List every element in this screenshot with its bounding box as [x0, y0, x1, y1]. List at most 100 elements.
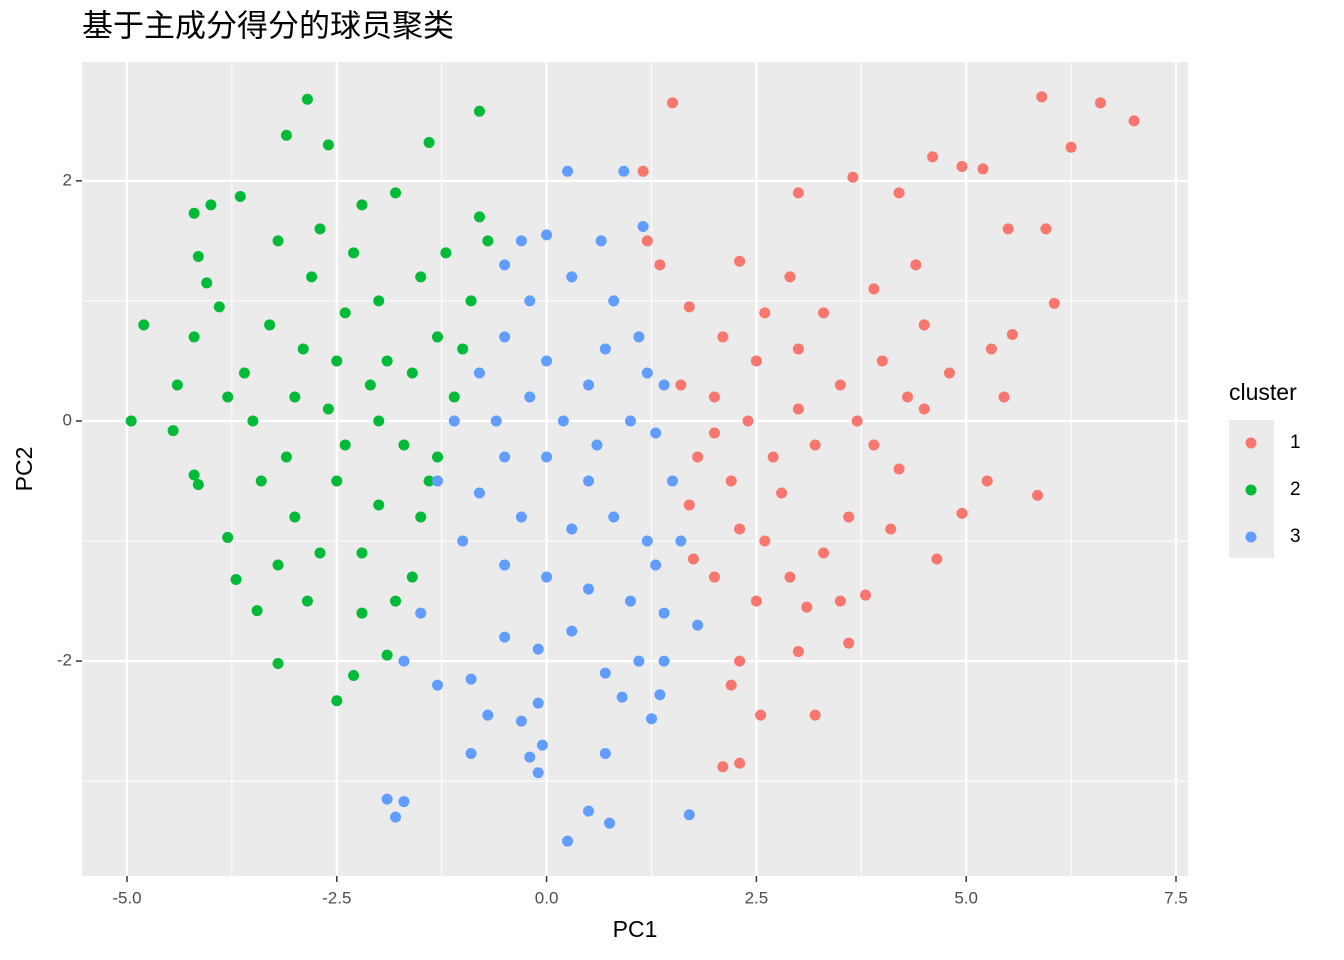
point [956, 507, 968, 519]
point [851, 415, 863, 427]
point [708, 571, 720, 583]
grid [82, 62, 1188, 876]
point [675, 535, 687, 547]
point [566, 625, 578, 637]
point [423, 136, 435, 148]
point [734, 255, 746, 267]
point [234, 190, 246, 202]
point [314, 223, 326, 235]
point [1006, 329, 1018, 341]
point [499, 259, 511, 271]
point [683, 301, 695, 313]
x-tick-label: 0.0 [535, 888, 559, 907]
point [893, 463, 905, 475]
point [541, 451, 553, 463]
point [658, 607, 670, 619]
point [247, 415, 259, 427]
point [331, 355, 343, 367]
point [599, 748, 611, 760]
point [524, 751, 536, 763]
point [809, 709, 821, 721]
point [465, 748, 477, 760]
point [641, 367, 653, 379]
point [654, 259, 666, 271]
point [742, 415, 754, 427]
point [998, 391, 1010, 403]
point [255, 475, 267, 487]
point [499, 559, 511, 571]
legend-key [1245, 437, 1257, 449]
point [583, 583, 595, 595]
point [188, 469, 200, 481]
point [289, 391, 301, 403]
point [599, 343, 611, 355]
point [390, 811, 402, 823]
point [562, 165, 574, 177]
point [650, 559, 662, 571]
points [125, 91, 1140, 847]
point [893, 187, 905, 199]
point [356, 547, 368, 559]
point [364, 379, 376, 391]
point [725, 475, 737, 487]
point [373, 415, 385, 427]
point [473, 105, 485, 117]
point [457, 343, 469, 355]
point [931, 553, 943, 565]
point [322, 403, 334, 415]
point [818, 307, 830, 319]
point [465, 673, 477, 685]
point [272, 235, 284, 247]
point [280, 451, 292, 463]
point [314, 547, 326, 559]
point [583, 475, 595, 487]
point [306, 271, 318, 283]
legend-label: 3 [1290, 526, 1301, 547]
point [847, 171, 859, 183]
point [390, 187, 402, 199]
point [927, 151, 939, 163]
point [557, 415, 569, 427]
point [473, 487, 485, 499]
point [448, 391, 460, 403]
point [415, 607, 427, 619]
point [792, 187, 804, 199]
point [1128, 115, 1140, 127]
point [251, 605, 263, 617]
point [541, 571, 553, 583]
y-tick-label: 2 [63, 170, 72, 189]
point [482, 709, 494, 721]
point [784, 571, 796, 583]
point [734, 655, 746, 667]
point [566, 271, 578, 283]
point [918, 319, 930, 331]
point [658, 655, 670, 667]
point [515, 715, 527, 727]
point [272, 657, 284, 669]
x-tick-label: -5.0 [112, 888, 141, 907]
point [792, 343, 804, 355]
legend-key [1245, 531, 1257, 543]
point [289, 511, 301, 523]
point [532, 643, 544, 655]
point [1040, 223, 1052, 235]
point [666, 475, 678, 487]
point [618, 165, 630, 177]
x-axis-label: PC1 [613, 916, 658, 942]
point [918, 403, 930, 415]
point [440, 247, 452, 259]
point [759, 307, 771, 319]
point [301, 595, 313, 607]
point [625, 595, 637, 607]
point [398, 655, 410, 667]
point [583, 805, 595, 817]
point [490, 415, 502, 427]
point [818, 547, 830, 559]
point [348, 247, 360, 259]
point [767, 451, 779, 463]
point [280, 129, 292, 141]
point [356, 199, 368, 211]
point [734, 757, 746, 769]
point [1032, 489, 1044, 501]
point [801, 601, 813, 613]
